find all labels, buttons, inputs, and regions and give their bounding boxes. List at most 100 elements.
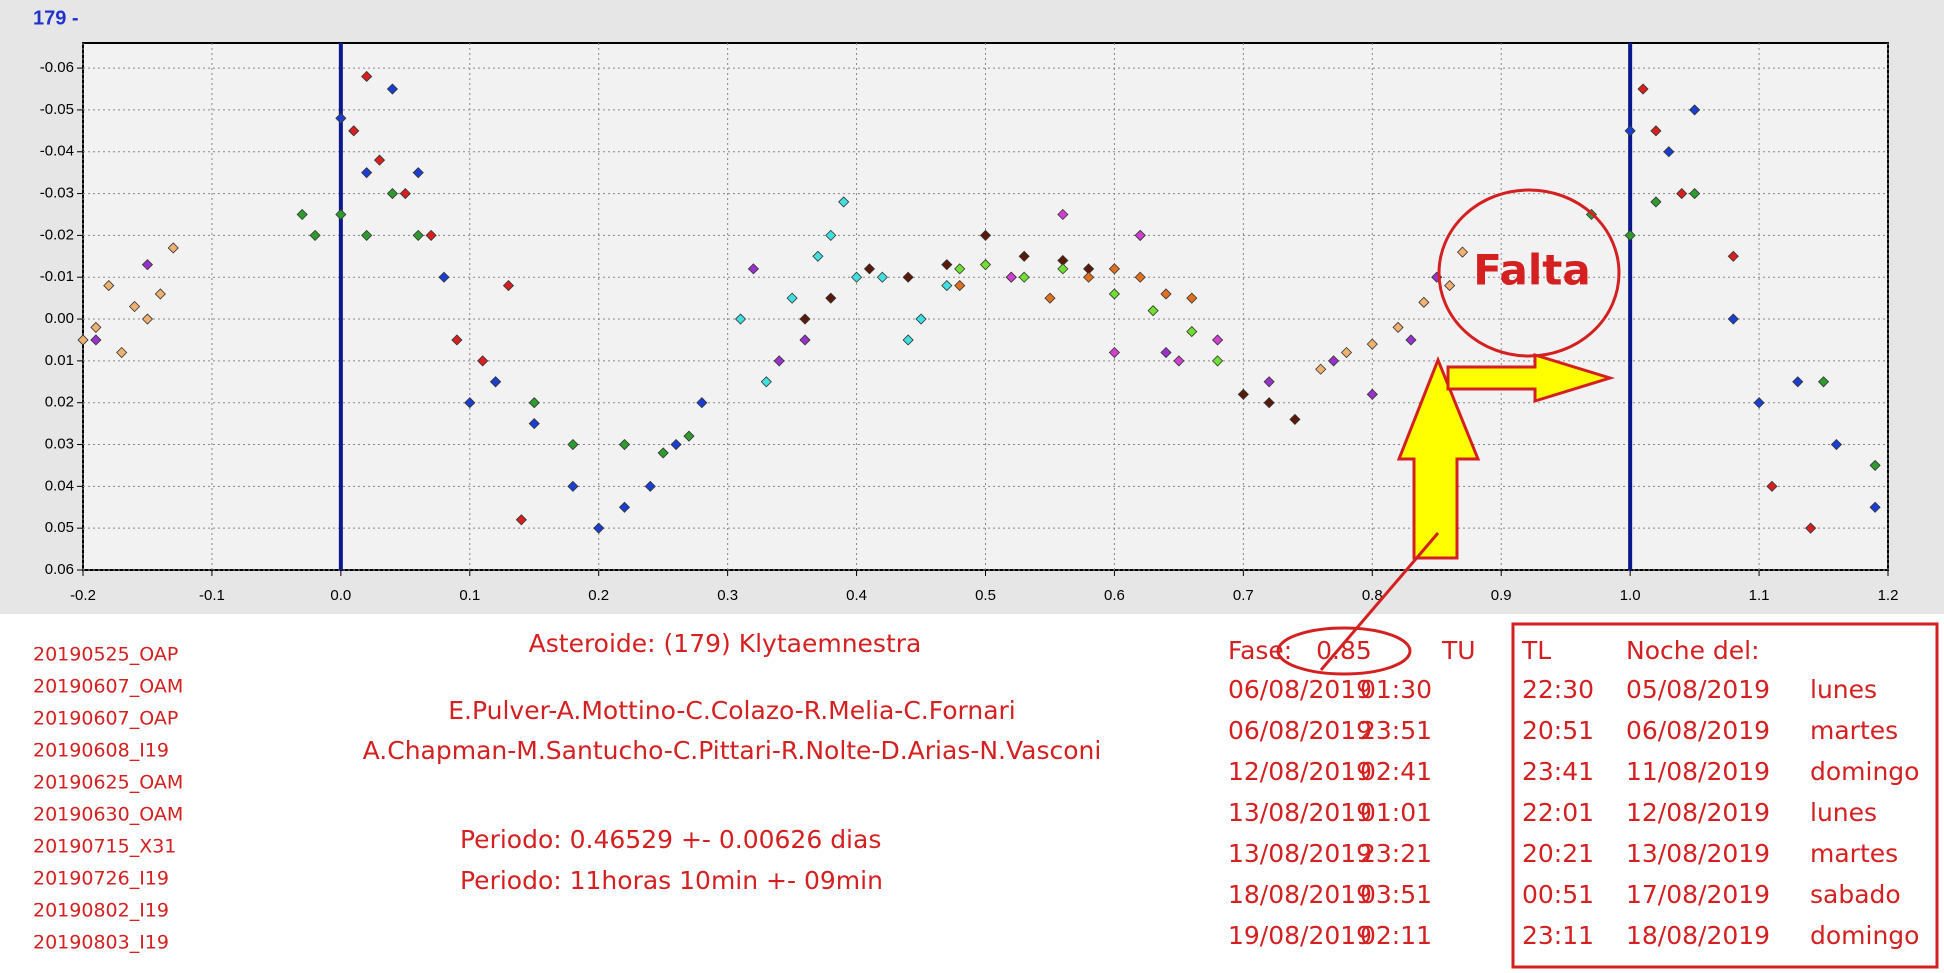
y-tick-label: 0.06	[45, 561, 74, 578]
data-point	[1160, 346, 1172, 359]
data-point	[799, 313, 811, 325]
table-cell: 22:30	[1522, 675, 1594, 704]
table-cell: 22:01	[1522, 798, 1594, 827]
data-point	[1650, 196, 1662, 208]
y-tick-label: -0.06	[40, 59, 74, 76]
data-point	[915, 313, 927, 325]
data-point	[1134, 229, 1146, 241]
data-point	[1018, 250, 1030, 262]
data-point	[760, 376, 772, 388]
data-point	[1830, 438, 1842, 451]
data-point	[799, 334, 811, 346]
data-point	[838, 196, 850, 208]
session-name: 20190726_I19	[33, 868, 169, 890]
table-cell: 13/08/2019	[1626, 839, 1770, 868]
x-tick-label: 0.9	[1491, 587, 1512, 604]
data-point	[1173, 355, 1185, 367]
data-point	[1108, 346, 1120, 359]
table-box	[1511, 622, 1939, 969]
x-tick-label: -0.1	[199, 587, 225, 604]
data-point	[941, 259, 953, 271]
data-point	[979, 259, 992, 271]
table-cell: lunes	[1810, 675, 1877, 704]
data-point	[1766, 480, 1778, 492]
data-point	[1263, 397, 1275, 409]
data-point	[1237, 388, 1249, 400]
y-tick-label: -0.03	[40, 185, 74, 202]
data-point	[412, 167, 424, 179]
data-point	[90, 334, 102, 346]
data-point	[361, 167, 373, 179]
data-point	[863, 263, 876, 275]
table-cell: 18/08/2019	[1228, 880, 1372, 909]
data-point	[644, 480, 656, 492]
table-cell: 23:41	[1522, 757, 1594, 786]
table-cell: 01:01	[1360, 798, 1432, 827]
table-cell: 20:21	[1522, 839, 1594, 868]
data-point	[1263, 376, 1275, 388]
data-point	[825, 292, 837, 304]
data-point	[734, 313, 747, 325]
table-cell: 03:51	[1360, 880, 1432, 909]
data-point	[1108, 263, 1120, 275]
data-point	[412, 229, 424, 241]
data-point	[167, 242, 179, 254]
data-point	[1805, 522, 1817, 534]
data-point	[593, 522, 605, 534]
data-point	[1637, 83, 1649, 95]
x-tick-label: 0.2	[588, 587, 609, 604]
plot: -0.2 -0.1 0.0 0.1 0.2 0.3 0.4 0.5 0.6 0.7 0.8 0.9 1.…	[40, 43, 1899, 604]
table-header: TU	[1441, 636, 1476, 665]
y-tick-label: 0.02	[45, 394, 74, 411]
data-point	[515, 514, 527, 526]
data-point	[1083, 271, 1095, 283]
right-arrow	[1446, 352, 1616, 404]
x-tick-label: 1.2	[1878, 587, 1899, 604]
data-point	[1869, 501, 1881, 513]
data-point	[1044, 292, 1056, 304]
table-cell: 02:11	[1360, 921, 1432, 950]
data-point	[1289, 413, 1301, 425]
period: Periodo: 0.46529 +- 0.00626 dias	[460, 825, 881, 854]
data-point	[502, 280, 515, 292]
data-point	[1186, 292, 1198, 304]
data-point	[1212, 334, 1224, 346]
table-cell: lunes	[1810, 798, 1877, 827]
y-tick-label: -0.02	[40, 226, 74, 243]
data-point	[567, 438, 579, 451]
data-point	[747, 263, 759, 275]
session-name: 20190803_I19	[33, 932, 169, 954]
data-point	[77, 334, 89, 346]
data-point	[683, 430, 695, 442]
table-cell: 06/08/2019	[1626, 716, 1770, 745]
y-tick-label: 0.05	[45, 519, 74, 536]
authors: A.Chapman-M.Santucho-C.Pittari-R.Nolte-D…	[363, 736, 1102, 765]
table-cell: 23:51	[1360, 716, 1432, 745]
data-point	[528, 418, 540, 430]
data-point	[1134, 271, 1146, 283]
data-point	[954, 280, 966, 292]
phase-circle	[1276, 626, 1412, 676]
data-point	[399, 188, 411, 200]
authors: E.Pulver-A.Mottino-C.Colazo-R.Melia-C.Fo…	[448, 696, 1016, 725]
x-tick-label: 0.4	[846, 587, 867, 604]
table-cell: 13/08/2019	[1228, 839, 1372, 868]
data-point	[103, 280, 115, 292]
data-point	[567, 480, 579, 492]
data-point	[1147, 305, 1159, 317]
data-point	[116, 346, 128, 359]
data-point	[154, 288, 166, 300]
x-tick-label: 0.7	[1233, 587, 1254, 604]
data-point	[1315, 363, 1327, 375]
x-tick-label: 0.8	[1362, 587, 1383, 604]
y-tick-label: -0.01	[40, 268, 74, 285]
table-cell: 11/08/2019	[1626, 757, 1770, 786]
data-point	[361, 70, 373, 83]
data-point	[309, 229, 321, 241]
data-point	[979, 229, 992, 241]
x-tick-label: 1.0	[1620, 587, 1641, 604]
y-tick-label: 0.04	[45, 477, 74, 494]
table-cell: domingo	[1810, 921, 1919, 950]
data-point	[1405, 334, 1417, 346]
table-cell: martes	[1810, 716, 1898, 745]
